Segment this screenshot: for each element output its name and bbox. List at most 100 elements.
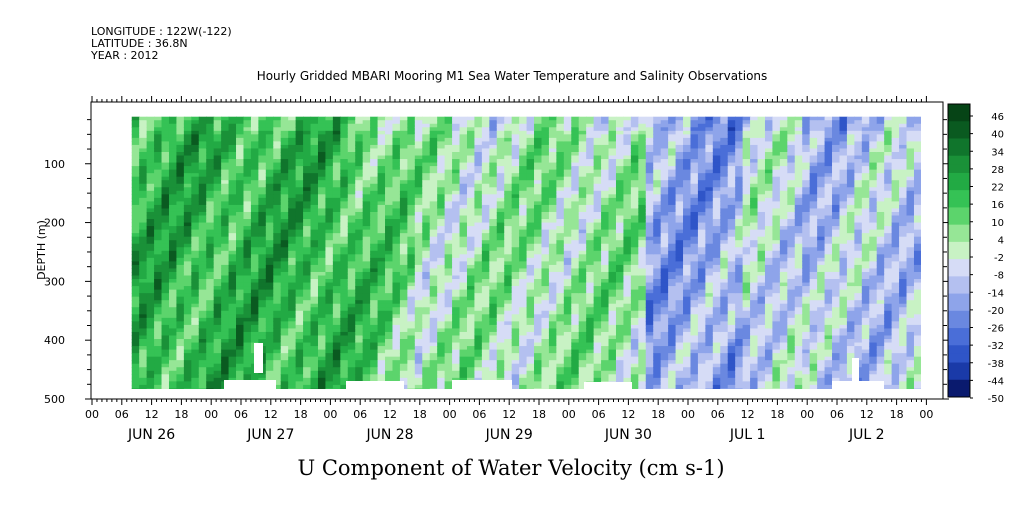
heatmap-cell <box>317 190 327 195</box>
heatmap-cell <box>526 384 535 389</box>
heatmap-cell <box>586 279 595 284</box>
heatmap-cell <box>399 300 408 305</box>
heatmap-cell <box>526 349 535 354</box>
heatmap-cell <box>571 279 580 284</box>
heatmap-cell <box>332 229 341 234</box>
heatmap-cell <box>429 226 438 231</box>
heatmap-cell <box>236 250 245 255</box>
heatmap-cell <box>466 180 476 185</box>
heatmap-cell <box>355 137 364 142</box>
heatmap-cell <box>317 388 327 389</box>
heatmap-cell <box>407 144 416 150</box>
heatmap-cell <box>139 173 148 178</box>
heatmap-cell <box>243 307 252 312</box>
heatmap-cell <box>459 137 468 142</box>
heatmap-cell <box>519 324 528 329</box>
heatmap-cell <box>265 286 274 291</box>
heatmap-cell <box>377 356 386 361</box>
heatmap-cell <box>332 257 341 262</box>
heatmap-cell <box>280 331 289 337</box>
heatmap-cell <box>228 374 237 379</box>
heatmap-cell <box>362 310 371 315</box>
heatmap-cell <box>370 353 379 358</box>
heatmap-cell <box>526 363 535 368</box>
heatmap-cell <box>355 261 364 266</box>
heatmap-cell <box>370 300 379 305</box>
heatmap-cell <box>481 346 490 351</box>
heatmap-cell <box>481 194 490 199</box>
heatmap-cell <box>332 264 341 269</box>
heatmap-cell <box>519 367 528 372</box>
heatmap-cell <box>236 148 245 153</box>
heatmap-cell <box>265 180 274 185</box>
heatmap-cell <box>198 353 207 358</box>
heatmap-cell <box>399 264 408 269</box>
heatmap-cell <box>273 328 282 333</box>
heatmap-cell <box>317 370 327 375</box>
heatmap-cell <box>250 219 259 224</box>
heatmap-cell <box>154 275 163 280</box>
heatmap-cell <box>481 370 490 375</box>
heatmap-cell <box>332 331 341 337</box>
heatmap-cell <box>139 286 148 291</box>
heatmap-cell <box>303 321 312 326</box>
heatmap-cell <box>146 370 155 375</box>
heatmap-cell <box>325 257 334 262</box>
heatmap-cell <box>541 134 550 139</box>
heatmap-cell <box>474 339 483 344</box>
heatmap-cell <box>534 148 543 153</box>
heatmap-cell <box>258 243 267 248</box>
heatmap-cell <box>228 219 237 224</box>
heatmap-cell <box>176 194 185 199</box>
heatmap-cell <box>325 116 334 121</box>
heatmap-cell <box>355 215 364 220</box>
heatmap-cell <box>511 194 520 199</box>
heatmap-cell <box>526 328 535 333</box>
heatmap-cell <box>355 363 364 368</box>
heatmap-cell <box>295 215 304 220</box>
heatmap-cell <box>317 282 327 287</box>
heatmap-cell <box>176 377 185 382</box>
heatmap-cell <box>466 300 476 305</box>
heatmap-cell <box>146 134 155 139</box>
heatmap-cell <box>206 331 215 337</box>
heatmap-cell <box>139 159 148 164</box>
heatmap-cell <box>295 173 304 178</box>
heatmap-cell <box>385 268 394 273</box>
heatmap-cell <box>168 236 178 241</box>
heatmap-cell <box>519 201 528 206</box>
heatmap-cell <box>131 183 140 188</box>
heatmap-cell <box>303 243 312 248</box>
heatmap-cell <box>154 321 163 326</box>
heatmap-cell <box>370 123 379 128</box>
heatmap-cell <box>586 254 595 259</box>
heatmap-cell <box>481 377 490 382</box>
heatmap-cell <box>593 303 602 308</box>
heatmap-cell <box>489 346 498 351</box>
heatmap-cell <box>548 317 557 322</box>
heatmap-cell <box>139 123 148 128</box>
heatmap-cell <box>310 187 319 192</box>
heatmap-cell <box>489 268 498 273</box>
heatmap-cell <box>414 353 423 358</box>
heatmap-cell <box>273 254 282 259</box>
heatmap-cell <box>452 215 461 220</box>
heatmap-cell <box>168 197 178 202</box>
heatmap-cell <box>452 286 461 291</box>
heatmap-cell <box>131 137 140 142</box>
heatmap-cell <box>362 275 371 280</box>
heatmap-cell <box>243 324 252 329</box>
heatmap-cell <box>526 300 535 305</box>
heatmap-cell <box>578 254 587 259</box>
heatmap-cell <box>295 141 304 146</box>
heatmap-cell <box>548 162 557 167</box>
heatmap-cell <box>593 367 602 372</box>
heatmap-cell <box>496 310 505 315</box>
heatmap-cell <box>228 148 237 153</box>
heatmap-cell <box>422 360 431 365</box>
heatmap-cell <box>571 339 580 344</box>
heatmap-cell <box>236 180 245 185</box>
heatmap-cell <box>504 282 513 287</box>
heatmap-cell <box>459 243 468 248</box>
heatmap-cell <box>273 367 282 372</box>
